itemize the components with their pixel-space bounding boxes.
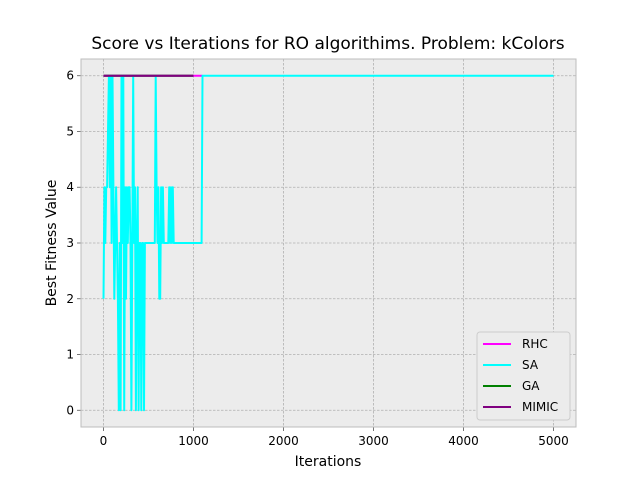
x-tick-label: 2000	[268, 434, 299, 448]
chart-title: Score vs Iterations for RO algorithims. …	[91, 34, 564, 54]
legend: RHC SA GA MIMIC	[476, 331, 571, 421]
x-tick-label: 5000	[538, 434, 569, 448]
y-axis-label: Best Fitness Value	[44, 180, 60, 307]
plot-frame	[80, 58, 577, 428]
y-tick-label: 2	[66, 292, 74, 306]
ticks-layer: 0 1000 2000 3000 4000 5000 0 1 2 3 4 5 6	[66, 69, 568, 448]
x-tick-label: 3000	[358, 434, 389, 448]
y-tick-label: 3	[66, 236, 74, 250]
x-tick-label: 0	[100, 434, 108, 448]
y-tick-label: 4	[66, 180, 74, 194]
legend-label-sa: SA	[522, 358, 539, 372]
x-tick-label: 1000	[178, 434, 209, 448]
legend-box	[476, 331, 571, 421]
legend-label-rhc: RHC	[522, 337, 548, 351]
series-layer	[102, 74, 554, 412]
x-axis-label: Iterations	[295, 454, 362, 470]
y-tick-label: 1	[66, 348, 74, 362]
y-tick-label: 0	[66, 403, 74, 417]
legend-label-ga: GA	[522, 379, 540, 393]
series-line-sa	[102, 74, 554, 412]
legend-label-mimic: MIMIC	[522, 400, 558, 414]
y-tick-label: 5	[66, 124, 74, 138]
y-tick-label: 6	[66, 69, 74, 83]
x-tick-label: 4000	[448, 434, 479, 448]
